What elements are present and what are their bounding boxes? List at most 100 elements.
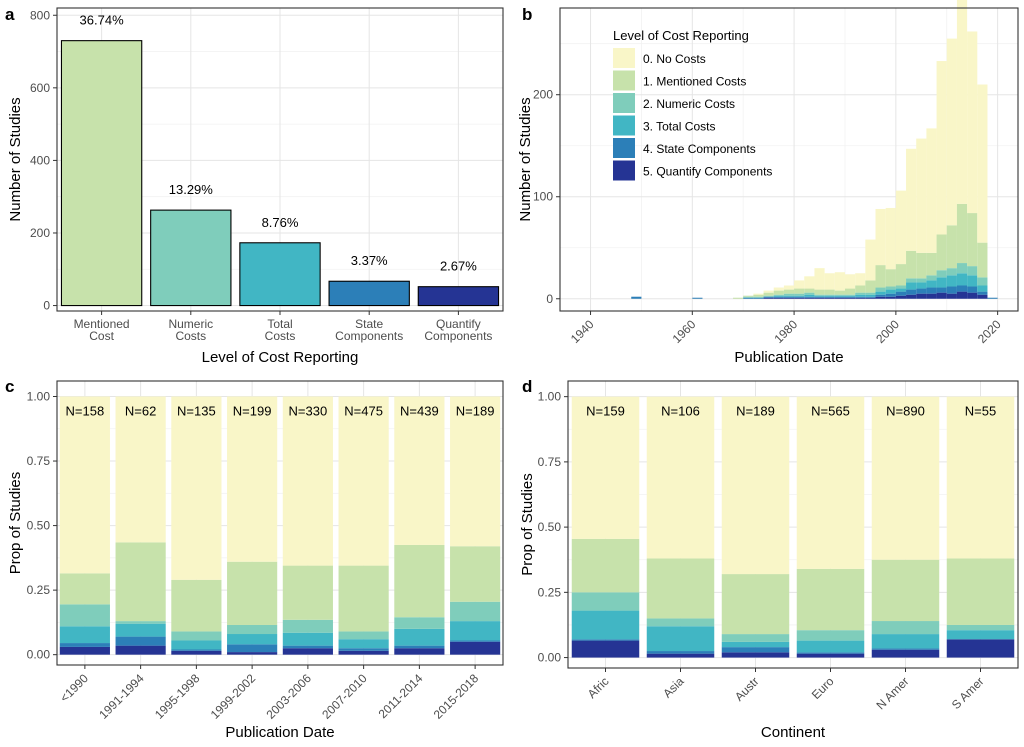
hist-bar xyxy=(631,296,642,299)
stack-segment xyxy=(871,634,940,649)
hist-bar xyxy=(895,288,907,292)
plot-border xyxy=(567,380,1019,669)
hist-bar xyxy=(794,280,805,289)
legend-swatch xyxy=(613,115,635,136)
bar-percent-label: 36.74% xyxy=(80,13,125,28)
hist-bar xyxy=(926,280,937,288)
hist-bar xyxy=(875,294,886,297)
x-tick-label: State Components xyxy=(335,317,403,343)
hist-bar xyxy=(804,292,815,295)
hist-bar xyxy=(814,295,825,297)
n-label: N=189 xyxy=(736,404,775,419)
hist-bar xyxy=(936,292,947,299)
stack-segment xyxy=(946,624,1015,631)
y-tick-label: 0.00 xyxy=(538,651,562,665)
y-tick-label: 0.25 xyxy=(27,583,51,597)
hist-bar xyxy=(753,297,764,299)
hist-bar xyxy=(834,290,845,295)
hist-bar xyxy=(824,297,835,299)
x-tick-label: 2007-2010 xyxy=(319,671,370,722)
hist-bar xyxy=(946,275,957,287)
y-tick-label: 200 xyxy=(30,226,50,240)
stack-segment xyxy=(646,653,715,658)
stack-segment xyxy=(721,574,790,635)
hist-bar xyxy=(956,263,968,274)
hist-bar xyxy=(875,287,886,292)
stack-segment xyxy=(338,648,389,651)
stack-segment xyxy=(171,396,222,580)
y-axis-title: Prop of Studies xyxy=(7,472,24,575)
hist-bar xyxy=(855,297,866,299)
hist-bar xyxy=(753,293,764,295)
stack-segment xyxy=(59,626,110,644)
hist-bar xyxy=(946,286,957,294)
stack-segment xyxy=(115,636,166,646)
stack-segment xyxy=(227,624,278,635)
hist-bar xyxy=(926,252,937,276)
stack-segment xyxy=(227,634,278,645)
hist-bar xyxy=(794,288,805,294)
hist-bar xyxy=(916,293,927,299)
x-tick-label: 1980 xyxy=(771,317,800,346)
stack-segment xyxy=(282,396,333,566)
n-label: N=62 xyxy=(125,403,156,418)
hist-bar xyxy=(855,273,866,286)
stack-segment xyxy=(721,641,790,648)
hist-bar xyxy=(865,280,876,293)
stack-segment xyxy=(115,621,166,624)
hist-bar xyxy=(773,294,784,296)
x-axis-title: Publication Date xyxy=(225,724,334,741)
n-label: N=565 xyxy=(811,404,850,419)
hist-bar xyxy=(977,242,988,278)
hist-bar xyxy=(844,274,856,289)
x-tick-label: 1940 xyxy=(568,317,597,346)
hist-bar xyxy=(834,296,845,298)
hist-bar xyxy=(987,297,998,299)
stack-segment xyxy=(646,396,715,559)
y-tick-label: 0.75 xyxy=(538,455,562,469)
stack-segment xyxy=(171,640,222,650)
hist-bar xyxy=(926,128,937,253)
hist-bar xyxy=(967,266,978,276)
x-axis-title: Publication Date xyxy=(734,349,843,366)
hist-bar xyxy=(743,295,754,297)
hist-bar xyxy=(936,61,947,235)
hist-bar xyxy=(855,292,866,295)
y-tick-label: 0 xyxy=(43,299,50,313)
stack-segment xyxy=(571,396,640,539)
panel-label-a: a xyxy=(5,5,15,24)
hist-bar xyxy=(906,282,917,290)
hist-bar xyxy=(814,268,825,290)
stack-segment xyxy=(871,648,940,650)
hist-bar xyxy=(733,297,744,299)
hist-bar xyxy=(763,292,774,296)
hist-bar xyxy=(855,294,866,297)
x-tick-label: 2000 xyxy=(873,317,902,346)
hist-bar xyxy=(824,295,835,297)
y-axis-title: Number of Studies xyxy=(7,97,24,221)
hist-bar xyxy=(794,293,805,296)
bar-0 xyxy=(60,40,143,307)
n-label: N=439 xyxy=(400,403,439,418)
hist-bar xyxy=(824,296,835,298)
stack-segment xyxy=(59,646,110,655)
x-tick-label: Asia xyxy=(660,674,687,701)
y-tick-label: 0.25 xyxy=(538,585,562,599)
hist-bar xyxy=(773,290,784,295)
hist-bar xyxy=(692,297,703,299)
plot-border xyxy=(559,7,1019,312)
hist-bar xyxy=(824,294,835,296)
bar-3 xyxy=(328,280,410,307)
hist-bar xyxy=(895,190,907,265)
n-label: N=475 xyxy=(344,403,383,418)
y-axis-title: Number of Studies xyxy=(517,97,534,221)
stack-segment xyxy=(871,396,940,560)
hist-bar xyxy=(824,289,835,295)
y-tick-label: 600 xyxy=(30,81,50,95)
legend-swatch xyxy=(613,160,635,181)
hist-bar xyxy=(834,297,845,299)
hist-bar xyxy=(743,297,754,299)
panel-a: 0 200 400 600 800 36.74% Mentioned Cost 13.29% Nu… xyxy=(5,5,504,366)
hist-bar xyxy=(946,38,957,226)
stack-segment xyxy=(59,604,110,627)
